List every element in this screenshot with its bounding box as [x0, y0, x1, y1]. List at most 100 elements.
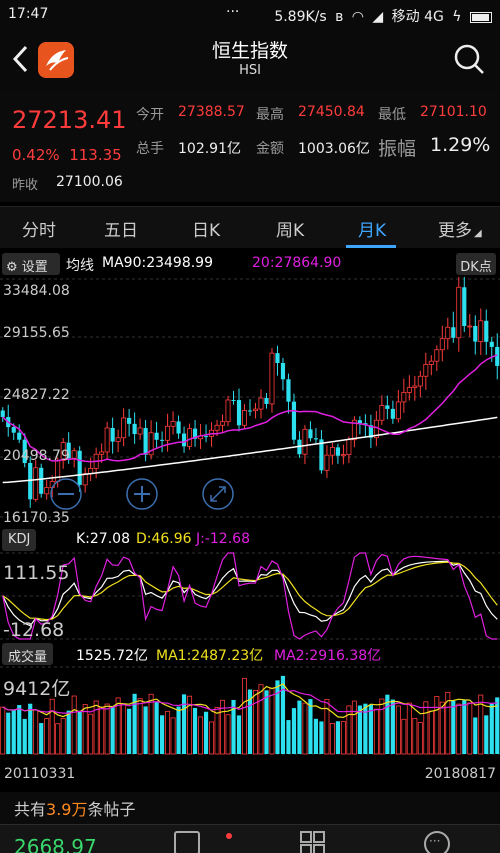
price-grid — [0, 278, 500, 518]
volume-bar — [412, 717, 418, 755]
ma20-value: 20:27864.90 — [252, 255, 342, 271]
candle-body — [351, 419, 357, 441]
candle-body — [115, 437, 121, 442]
volume-bar — [478, 694, 484, 755]
tab-monthly-k[interactable]: 月K — [358, 221, 387, 241]
volume-bar — [335, 721, 340, 754]
tab-intraday[interactable]: 分时 — [22, 221, 56, 241]
volume-indicator-label[interactable]: 成交量 — [2, 643, 54, 665]
amplitude-label: 振幅 — [378, 138, 417, 160]
volume-bar — [198, 716, 204, 755]
back-arrow-icon — [12, 45, 28, 73]
volume-bar — [82, 704, 88, 755]
back-button[interactable] — [8, 42, 34, 76]
volume-bar — [395, 705, 401, 755]
plus-icon — [134, 486, 150, 502]
volume-bar — [247, 689, 253, 754]
volume-bar — [176, 706, 181, 754]
bottom-price: 2668.97 — [14, 835, 97, 853]
status-dots: ··· — [226, 4, 240, 20]
candle-body — [247, 410, 253, 412]
tab-weekly-k[interactable]: 周K — [276, 221, 305, 241]
volume-bar — [253, 689, 258, 755]
search-button[interactable] — [452, 42, 486, 76]
candle-body — [148, 432, 154, 456]
candle-body — [143, 427, 148, 455]
candle-body — [280, 363, 286, 380]
tab-more[interactable]: 更多 ◢ — [438, 216, 482, 241]
candle-body — [406, 387, 412, 393]
volume-bar — [181, 694, 187, 754]
volume-ma1-line — [2, 683, 498, 719]
volume-bar — [428, 710, 434, 755]
kdj-k-line — [2, 560, 498, 627]
candle-body — [176, 421, 181, 434]
candle-body — [473, 326, 478, 342]
volume-bar — [379, 698, 385, 755]
posts-count[interactable]: 共有3.9万条帖子 — [0, 792, 500, 824]
zoom-in-button[interactable] — [126, 478, 158, 510]
y-tick-lower: 20498.79 — [3, 448, 70, 464]
volume-bar — [104, 703, 110, 755]
candle-body — [181, 433, 187, 447]
tab-daily-k[interactable]: 日K — [192, 221, 221, 241]
candle-body — [60, 442, 66, 461]
candle-body — [214, 424, 220, 431]
volume-bar — [417, 722, 423, 755]
volume-bar — [143, 706, 148, 754]
volume-bar — [340, 721, 346, 755]
candle-body — [489, 341, 494, 347]
volume-bar — [165, 710, 171, 755]
volume-bar — [214, 707, 220, 755]
compose-post-button[interactable] — [174, 831, 200, 853]
volume-bar — [33, 709, 39, 755]
volume-bar — [71, 695, 77, 755]
wifi-icon: ◠ — [351, 9, 364, 25]
candle-body — [302, 428, 308, 455]
status-bar: 17:47 ··· 5.89K/s ʙ ◠ ◢ 移动 4G ϟ — [0, 0, 500, 30]
candle-body — [39, 467, 44, 494]
volume-bar — [264, 690, 269, 754]
fullscreen-button[interactable] — [202, 478, 234, 510]
amount-label: 金额 — [256, 141, 284, 157]
volume-bar — [66, 710, 71, 754]
candle-body — [329, 446, 335, 456]
end-date: 20180817 — [424, 766, 496, 782]
candle-body — [231, 399, 236, 401]
candle-body — [165, 425, 171, 441]
candle-body — [99, 451, 105, 455]
volume-bar — [220, 699, 226, 755]
candle-body — [395, 401, 401, 420]
volume-bar — [390, 699, 395, 754]
y-tick-upper: 29155.65 — [3, 325, 70, 341]
candle-body — [253, 408, 258, 412]
candle-body — [434, 349, 440, 362]
volume-bar — [77, 710, 82, 754]
kdj-label[interactable]: KDJ — [2, 529, 37, 551]
carrier-label: 移动 4G — [391, 9, 444, 25]
candle-body — [319, 439, 324, 471]
dk-point-button[interactable]: DK点 — [456, 253, 496, 275]
page-title: 恒生指数 — [211, 40, 288, 62]
volume-current: 1525.72亿 — [76, 648, 148, 664]
candle-body — [439, 338, 445, 351]
volume-bar — [467, 702, 473, 755]
volume-bar — [11, 710, 16, 754]
candle-body — [445, 326, 451, 340]
candle-body — [379, 405, 385, 421]
grid-menu-button[interactable] — [300, 831, 326, 853]
more-options-button[interactable]: ··· — [424, 831, 450, 853]
candle-body — [451, 327, 456, 338]
volume-bar — [160, 715, 165, 754]
candle-body — [495, 346, 500, 366]
candle-body — [291, 401, 297, 440]
settings-button[interactable]: ⚙ 设置 — [2, 253, 60, 275]
tab-five-day[interactable]: 五日 — [104, 221, 138, 241]
volume-bars — [0, 675, 500, 755]
candle-body — [286, 379, 291, 402]
zoom-out-button[interactable] — [50, 478, 82, 510]
tab-more-label: 更多 — [438, 221, 472, 241]
candle-body — [456, 286, 462, 339]
network-speed: 5.89K/s — [274, 9, 327, 25]
ma-legend: ⚙ 设置 均线 MA90:23498.99 20:27864.90 DK点 — [0, 250, 500, 276]
